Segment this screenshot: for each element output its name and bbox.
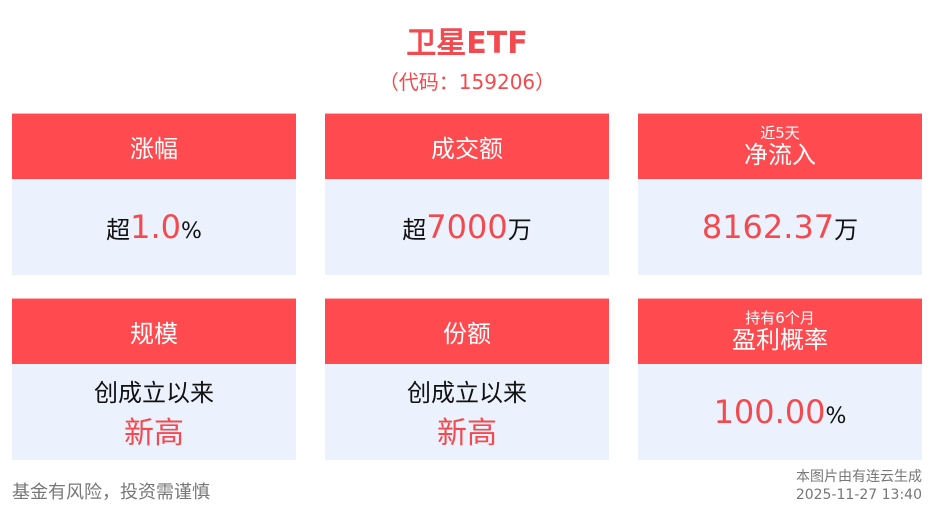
value: 100.00 — [713, 393, 826, 431]
line2: 新高 — [124, 415, 184, 451]
timestamp: 2025-11-27 13:40 — [795, 487, 922, 503]
card-label: 涨幅 — [130, 135, 178, 163]
generator-info: 本图片由有连云生成 2025-11-27 13:40 — [796, 468, 922, 504]
value: 7000 — [426, 208, 508, 246]
card-label: 净流入 — [744, 140, 816, 169]
card-change: 涨幅 超1.0% — [12, 113, 296, 275]
fund-code: （代码：159206） — [378, 70, 556, 94]
value: 1.0 — [130, 208, 181, 246]
card-net-inflow: 近5天 净流入 8162.37万 — [638, 113, 922, 275]
unit: 万 — [507, 216, 532, 244]
unit: 万 — [834, 216, 859, 244]
card-turnover: 成交额 超7000万 — [325, 113, 609, 275]
prefix: 超 — [106, 216, 131, 244]
card-scale: 规模 创成立以来新高 — [12, 298, 296, 460]
value: 8162.37 — [701, 208, 835, 246]
unit: % — [825, 404, 847, 429]
line2: 新高 — [437, 415, 497, 451]
card-sublabel: 持有6个月 — [745, 308, 815, 327]
card-shares: 份额 创成立以来新高 — [325, 298, 609, 460]
generator: 本图片由有连云生成 — [796, 469, 922, 485]
card-sublabel: 近5天 — [760, 123, 800, 142]
prefix: 超 — [402, 216, 427, 244]
risk-disclaimer: 基金有风险，投资需谨慎 — [12, 482, 210, 503]
card-label: 成交额 — [431, 135, 503, 163]
page-title: 卫星ETF — [406, 26, 528, 61]
line1: 创成立以来 — [407, 378, 527, 407]
card-label: 规模 — [130, 320, 178, 348]
card-label: 份额 — [443, 320, 491, 348]
line1: 创成立以来 — [94, 378, 214, 407]
card-label: 盈利概率 — [732, 325, 828, 354]
unit: % — [180, 219, 202, 244]
card-profit-rate: 持有6个月 盈利概率 100.00% — [638, 298, 922, 460]
